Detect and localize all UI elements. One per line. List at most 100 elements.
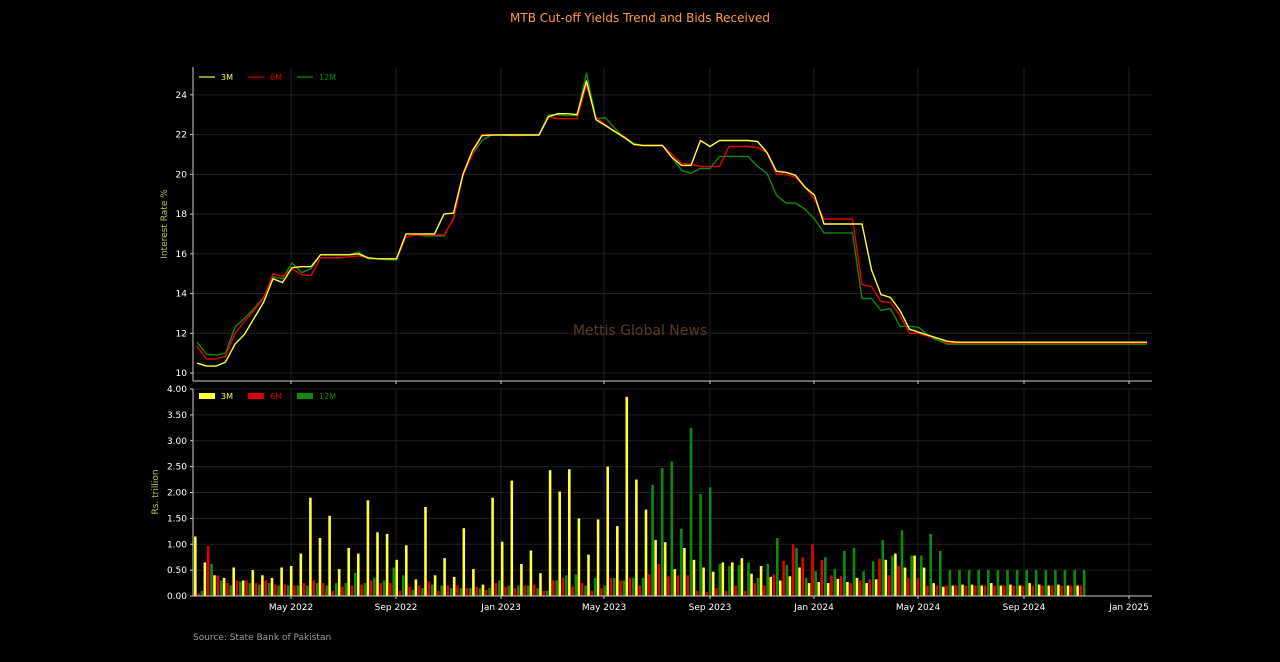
bar-12m	[267, 583, 271, 596]
bar-12m	[603, 585, 606, 596]
bar-12m	[900, 530, 904, 596]
y-tick-label: 3.00	[167, 437, 187, 447]
bar-3m	[606, 466, 609, 596]
bar-3m	[673, 569, 677, 596]
bar-12m	[354, 572, 357, 596]
bar-3m	[261, 575, 264, 596]
bar-12m	[421, 588, 424, 596]
bar-6m	[417, 585, 421, 596]
bar-3m	[635, 479, 638, 596]
bar-12m	[411, 589, 415, 596]
bar-6m	[1079, 585, 1083, 596]
bar-6m	[523, 585, 526, 596]
bar-3m	[222, 577, 226, 596]
bar-6m	[312, 580, 315, 596]
bar-12m	[862, 571, 865, 596]
bar-12m	[1073, 570, 1076, 596]
y-tick-label: 4.00	[167, 385, 187, 395]
bar-6m	[379, 583, 383, 596]
bar-6m	[1031, 585, 1035, 596]
bar-12m	[1054, 570, 1057, 596]
bar-12m	[776, 538, 779, 596]
y-tick-label: 16	[176, 250, 188, 260]
bar-6m	[561, 577, 565, 596]
legend-label-6m: 6M	[270, 392, 282, 401]
bar-3m	[443, 558, 446, 596]
bar-3m	[529, 550, 533, 596]
bar-3m	[721, 562, 725, 596]
bar-6m	[868, 579, 872, 596]
bar-6m	[830, 575, 833, 596]
bar-6m	[1041, 585, 1044, 596]
bar-12m	[325, 585, 328, 596]
bar-12m	[315, 583, 319, 596]
bar-3m	[654, 540, 657, 596]
bar-3m	[826, 583, 830, 596]
bar-3m	[299, 553, 303, 596]
bar-3m	[366, 500, 370, 596]
y-tick-label: 2.00	[167, 489, 187, 499]
yield-line-chart: Interest Rate % 10 12 14 16 18 20 22 24 3M 6M 12M	[160, 67, 1152, 384]
bar-6m	[1002, 585, 1006, 596]
source-note: Source: State Bank of Pakistan	[193, 633, 332, 643]
bar-3m	[750, 573, 753, 596]
bar-6m	[465, 588, 469, 596]
bar-12m	[843, 551, 846, 596]
bar-3m	[999, 585, 1003, 596]
bar-3m	[616, 526, 619, 596]
bar-3m	[836, 578, 840, 596]
bar-6m	[801, 557, 805, 596]
bar-6m	[849, 583, 852, 596]
bar-6m	[772, 574, 776, 596]
y-tick-label: 22	[176, 131, 187, 141]
bar-12m	[1015, 570, 1019, 596]
bar-12m	[795, 547, 798, 596]
bar-12m	[699, 494, 702, 596]
bar-6m	[964, 585, 968, 596]
bar-3m	[903, 567, 907, 596]
bar-12m	[593, 577, 597, 596]
bar-12m	[910, 555, 913, 596]
bar-12m	[440, 585, 443, 596]
bar-6m	[264, 580, 267, 596]
bar-6m	[274, 584, 277, 596]
bar-12m	[814, 571, 817, 596]
bar-12m	[747, 562, 750, 596]
bar-3m	[328, 515, 331, 596]
y-axis-label: Interest Rate %	[160, 189, 170, 259]
bar-3m	[951, 585, 955, 596]
bar-6m	[782, 560, 785, 596]
bar-12m	[402, 575, 405, 596]
bar-6m	[993, 585, 996, 596]
legend-swatch-3m	[199, 393, 215, 399]
bar-6m	[437, 590, 440, 596]
bar-12m	[536, 588, 539, 596]
y-tick-label: 14	[176, 290, 188, 300]
y-tick-label: 10	[176, 369, 188, 379]
bar-12m	[430, 584, 434, 596]
bar-12m	[1034, 570, 1038, 596]
bar-6m	[283, 584, 287, 596]
bar-12m	[929, 533, 932, 596]
y-axis-label: Rs. trillion	[151, 469, 161, 514]
bar-6m	[859, 580, 862, 596]
bar-3m	[194, 536, 197, 596]
bar-3m	[481, 584, 485, 596]
bar-12m	[632, 577, 635, 596]
bar-3m	[846, 582, 849, 596]
bar-3m	[942, 586, 945, 596]
bar-6m	[609, 577, 613, 596]
bar-3m	[251, 570, 255, 596]
bar-6m	[983, 585, 987, 596]
bids-bar-chart: Rs. trillion 0.00 0.50 1.00 1.50 2.00 2.50 3.0…	[151, 385, 1152, 613]
bar-3m	[472, 569, 475, 596]
bar-3m	[980, 585, 983, 596]
bar-3m	[491, 497, 494, 596]
bar-3m	[625, 396, 629, 596]
bar-3m	[740, 558, 744, 596]
bar-12m	[277, 585, 280, 596]
bar-3m	[702, 567, 705, 596]
bar-6m	[427, 581, 431, 596]
bar-3m	[213, 575, 216, 596]
bar-12m	[200, 590, 204, 596]
